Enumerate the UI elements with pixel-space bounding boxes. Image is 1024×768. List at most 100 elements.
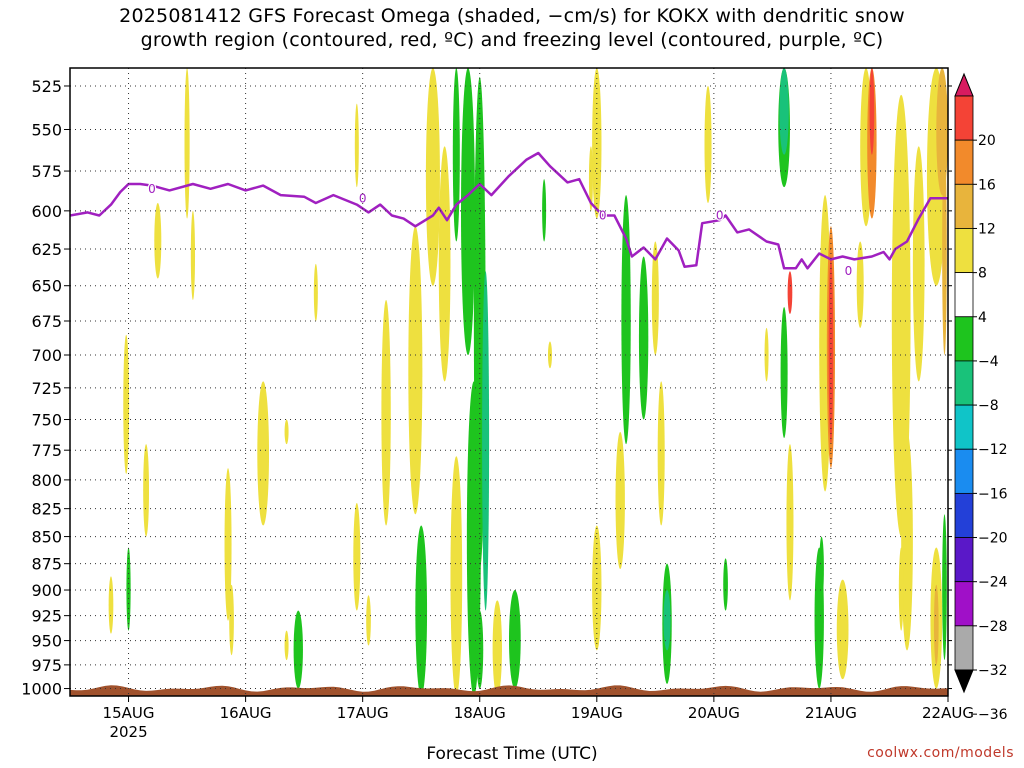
colorbar-label-13: −36 [978,707,1008,723]
omega-shade-17 [425,68,440,286]
y-tick-label-975: 975 [31,656,62,675]
omega-shade-7 [229,584,234,656]
y-tick-label-675: 675 [31,312,62,331]
y-tick-label-850: 850 [31,528,62,547]
colorbar-bottom-arrow [954,669,974,694]
colorbar-band-2 [954,139,974,185]
omega-shade-67 [588,146,593,211]
omega-shade-56 [869,68,875,155]
omega-shade-21 [461,68,476,356]
x-axis-label: Forecast Time (UTC) [426,744,598,764]
y-tick-label-1000: 1000 [21,680,62,699]
omega-shade-18 [408,226,423,515]
colorbar-band-3 [954,183,974,229]
omega-shade-65 [942,146,947,356]
colorbar-label-0: 20 [978,133,996,149]
x-tick-label-16AUG: 16AUG [220,704,272,722]
x-tick-label-22AUG: 22AUG [922,704,974,722]
colorbar-label-12: −32 [978,663,1008,679]
omega-shade-39 [704,85,712,204]
omega-shade-64 [933,584,939,665]
omega-field: 00000 [70,68,948,696]
colorbar-label-4: 4 [978,310,987,326]
x-tick-label-20AUG: 20AUG [688,704,740,722]
colorbar-band-4 [954,228,974,274]
omega-shade-42 [723,558,728,611]
omega-shade-47 [786,444,794,601]
omega-shade-70 [819,536,824,601]
colorbar-top-arrow [954,72,974,97]
omega-shade-19 [438,146,451,382]
chart-title-line2: growth region (contoured, red, ºC) and f… [140,29,884,51]
omega-shade-66 [942,514,947,661]
omega-shade-12 [293,610,303,689]
omega-shade-13 [284,630,289,661]
freezing-level-label-0: 0 [148,182,156,196]
y-tick-label-550: 550 [31,120,62,139]
omega-shade-45 [779,68,789,155]
x-tick-label-15AUG: 15AUG [103,704,155,722]
colorbar-label-11: −28 [978,619,1008,635]
colorbar-band-5 [954,272,974,318]
y-tick-label-575: 575 [31,162,62,181]
y-tick-label-600: 600 [31,202,62,221]
omega-shade-10 [313,263,318,321]
colorbar-label-1: 16 [978,177,996,193]
y-tick-label-950: 950 [31,632,62,651]
freezing-level-label-2: 0 [599,209,607,223]
omega-shade-35 [651,241,659,356]
omega-shade-59 [912,146,925,382]
omega-shade-23 [482,271,490,611]
omega-shade-43 [764,327,769,382]
omega-shade-33 [621,195,631,445]
omega-shade-24 [466,381,481,696]
omega-shade-38 [592,525,602,651]
omega-shade-27 [492,600,502,696]
colorbar: 20 16 12 8 4 −4 −8 −12 −16 −20 −24 −28 −32 −36 [954,72,1008,723]
x-tick-label-19AUG: 19AUG [571,704,623,722]
omega-shade-4 [108,576,114,634]
y-tick-label-700: 700 [31,346,62,365]
omega-shade-46 [780,307,788,439]
omega-shade-31 [547,341,552,369]
y-tick-label-900: 900 [31,581,62,600]
colorbar-label-10: −24 [978,575,1008,591]
colorbar-label-6: −8 [978,398,999,414]
y-tick-label-825: 825 [31,500,62,519]
omega-shade-28 [509,590,521,689]
omega-shade-52 [836,579,849,680]
omega-shade-2 [123,334,130,475]
omega-shade-15 [353,502,361,611]
colorbar-band-1 [954,95,974,141]
omega-shade-30 [542,179,547,242]
omega-shade-58 [901,431,913,651]
y-tick-label-650: 650 [31,277,62,296]
omega-shade-36 [657,381,665,526]
omega-shade-62 [898,547,904,631]
omega-shade-29 [476,610,484,689]
x-tick-label-17AUG: 17AUG [337,704,389,722]
colorbar-label-9: −20 [978,531,1008,547]
omega-shade-14 [381,299,391,526]
omega-shade-0 [184,68,190,219]
omega-shade-16 [366,595,371,646]
freezing-level-label-3: 0 [716,209,724,223]
omega-shade-11 [354,103,359,188]
freezing-level-label-4: 0 [845,264,853,278]
colorbar-band-12 [954,581,974,627]
omega-shade-5 [126,547,131,631]
y-tick-label-725: 725 [31,379,62,398]
freezing-level-line [70,151,948,270]
colorbar-band-9 [954,448,974,494]
omega-shade-68 [787,271,793,315]
y-tick-label-925: 925 [31,607,62,626]
omega-shade-8 [257,381,270,526]
omega-shade-25 [450,456,463,696]
source-credit: coolwx.com/models [867,745,1014,761]
colorbar-band-7 [954,360,974,406]
y-tick-label-525: 525 [31,77,62,96]
y-tick-label-800: 800 [31,471,62,490]
omega-shade-26 [415,525,428,696]
omega-shade-9 [284,419,289,445]
